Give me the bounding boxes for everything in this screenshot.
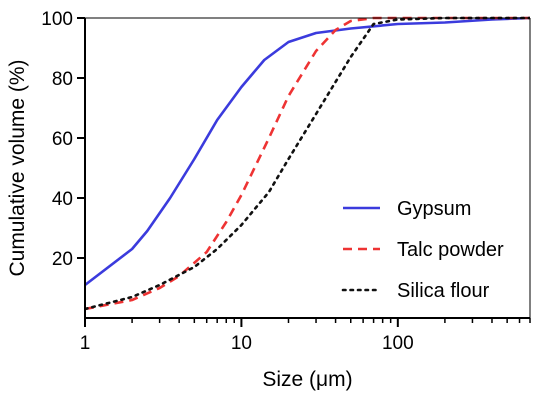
y-tick-label: 40 (52, 189, 73, 210)
legend-label-talc-powder: Talc powder (397, 239, 504, 261)
x-tick-label: 1 (80, 333, 91, 354)
x-axis-title: Size (μm) (262, 368, 352, 391)
legend-label-gypsum: Gypsum (397, 198, 471, 220)
series-line-gypsum (85, 16, 530, 287)
y-axis-title: Cumulative volume (%) (6, 59, 29, 276)
x-tick-label: 100 (382, 333, 414, 354)
legend-label-silica-flour: Silica flour (397, 280, 490, 302)
axes (84, 17, 531, 319)
y-tick-label: 20 (52, 249, 73, 270)
y-ticks: 20 40 60 80 100 (41, 9, 85, 270)
x-ticks: 1 10 100 (80, 318, 531, 354)
legend: Gypsum Talc powder Silica flour (341, 198, 504, 302)
series-line-silica-flour (85, 16, 530, 311)
series-line-talc-powder (85, 16, 530, 311)
series-lines (85, 16, 530, 311)
y-tick-label: 60 (52, 129, 73, 150)
y-tick-label: 80 (52, 69, 73, 90)
y-tick-label: 100 (41, 9, 73, 30)
x-tick-label: 10 (231, 333, 252, 354)
